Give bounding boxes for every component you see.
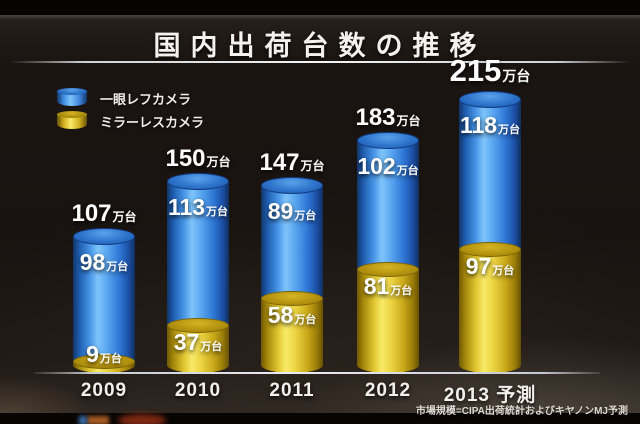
slr-top-ellipse	[357, 132, 419, 149]
bar-2012: 102万台 81万台	[357, 132, 419, 373]
page-title: 国内出荷台数の推移	[153, 31, 487, 61]
photo-top-band	[0, 0, 640, 15]
slr-value-label: 102万台	[357, 153, 419, 179]
x-axis-label: 2013 予測	[443, 385, 537, 406]
mirrorless-cylinder-swatch-icon	[57, 110, 87, 129]
title-underline	[10, 61, 630, 63]
x-axis-label: 2011	[269, 380, 315, 401]
legend-item-mirrorless: ミラーレスカメラ	[57, 110, 205, 131]
total-label: 150万台	[165, 145, 231, 172]
mirrorless-top-ellipse	[73, 354, 135, 369]
x-axis-baseline	[34, 372, 600, 374]
chart-legend: 一眼レフカメラ ミラーレスカメラ	[57, 87, 205, 134]
total-label: 147万台	[259, 149, 325, 176]
slr-segment	[167, 182, 229, 326]
mirrorless-top-ellipse	[167, 318, 229, 333]
legend-label-slr: 一眼レフカメラ	[100, 91, 192, 107]
photo-bottom-band	[0, 413, 640, 424]
legend-item-slr: 一眼レフカメラ	[57, 87, 204, 108]
audience-blur-blob	[87, 416, 109, 424]
mirrorless-top-ellipse	[357, 262, 419, 277]
x-axis-label: 2010	[174, 380, 222, 401]
legend-label-mirrorless: ミラーレスカメラ	[100, 114, 205, 130]
mirrorless-value-label: 58万台	[267, 302, 317, 328]
audience-blur-blob	[118, 414, 166, 424]
mirrorless-top-ellipse	[261, 291, 323, 306]
x-axis-label: 2012	[364, 380, 412, 401]
slr-top-ellipse	[73, 228, 135, 245]
source-footnote: 市場規模=CIPA出荷統計およびキヤノンMJ予測	[415, 406, 628, 417]
bar-2010: 113万台 37万台	[167, 173, 229, 373]
slr-value-label: 118万台	[459, 112, 521, 138]
slr-segment	[261, 186, 323, 299]
bar-2013-予測: 118万台 97万台	[459, 91, 521, 373]
slr-top-ellipse	[459, 91, 521, 108]
mirrorless-top-ellipse	[459, 242, 521, 257]
slr-cylinder-swatch-icon	[57, 87, 87, 106]
mirrorless-value-label: 97万台	[465, 253, 515, 279]
slr-value-label: 89万台	[267, 198, 317, 224]
slr-segment	[459, 100, 521, 250]
slr-top-ellipse	[261, 177, 323, 194]
mirrorless-value-label: 9万台	[86, 341, 122, 367]
slr-segment	[73, 237, 135, 362]
total-label: 215万台	[449, 53, 531, 88]
audience-blur-blob	[79, 416, 87, 424]
bar-2009: 98万台 9万台	[73, 228, 135, 373]
mirrorless-segment	[357, 270, 419, 373]
mirrorless-segment	[167, 326, 229, 373]
mirrorless-value-label: 81万台	[363, 273, 413, 299]
slr-segment	[357, 141, 419, 270]
slr-value-label: 113万台	[167, 194, 229, 220]
mirrorless-segment	[459, 250, 521, 373]
x-axis-label: 2009	[80, 380, 128, 401]
mirrorless-segment	[261, 299, 323, 373]
slr-top-ellipse	[167, 173, 229, 190]
bar-2011: 89万台 58万台	[261, 177, 323, 373]
mirrorless-value-label: 37万台	[173, 329, 223, 355]
total-label: 183万台	[355, 104, 421, 131]
total-label: 107万台	[71, 200, 137, 227]
slr-value-label: 98万台	[79, 249, 129, 275]
